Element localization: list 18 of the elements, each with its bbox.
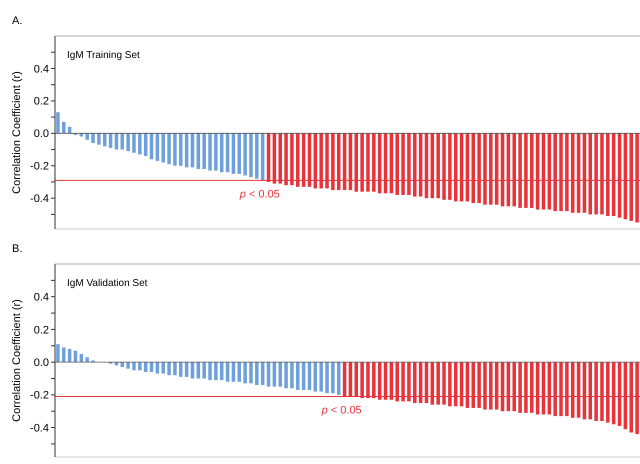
annotation: IgM Validation Set: [67, 278, 148, 289]
y-tick-label: 0.2: [34, 96, 49, 108]
y-tick-label: 0.4: [34, 63, 49, 76]
y-tick-label: -0.2: [30, 160, 49, 173]
y-tick-label: -0.4: [30, 422, 49, 434]
y-tick-label: 0.4: [34, 292, 49, 304]
y-tick-label: 0.0: [34, 128, 49, 140]
ref-line-label: p < 0.05: [320, 404, 362, 416]
y-tick-label: -0.4: [30, 193, 49, 206]
y-axis-title: Correlation Coefficient (r): [11, 299, 23, 422]
chart-title: A.: [12, 15, 22, 27]
y-tick-label: 0.2: [34, 324, 49, 336]
chart-title: B.: [12, 243, 22, 255]
y-tick-label: 0.0: [34, 356, 49, 369]
annotation: IgM Training Set: [67, 50, 140, 61]
y-axis-title: Correlation Coefficient (r): [11, 71, 23, 194]
ref-line-label: p < 0.05: [238, 188, 280, 200]
y-tick-label: -0.2: [30, 390, 49, 402]
